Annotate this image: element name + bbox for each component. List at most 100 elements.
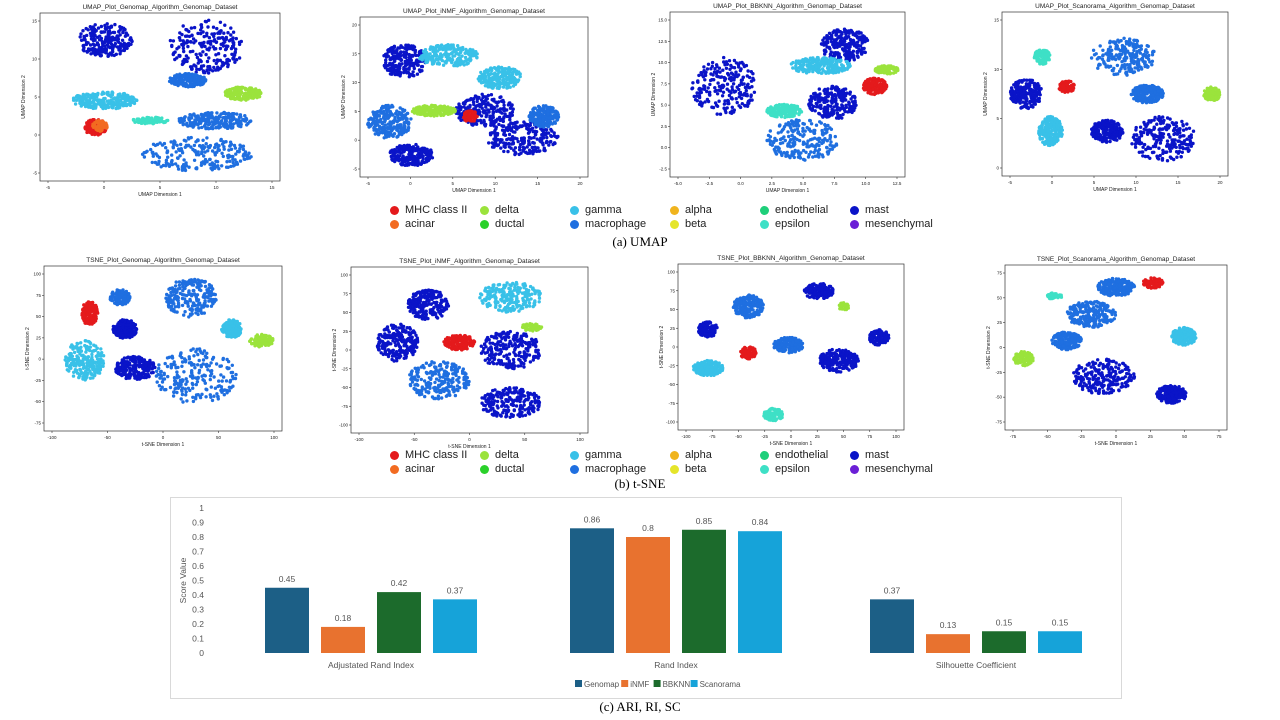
scatter-point-gamma [430,59,434,63]
scatter-point-macrophage [215,118,219,122]
scatter-point-mast [389,49,393,53]
scatter-point-mast [829,34,834,39]
scatter-point-gamma [117,99,121,103]
scatter-point-mast [100,44,105,49]
scatter-point-macrophage [214,143,218,147]
scatter-point-gamma [115,101,119,105]
scatter-point-mast [234,36,238,41]
scatter-point-delta [436,110,440,114]
scatter-point-gamma [826,65,830,69]
scatter-point-gamma [135,98,139,103]
scatter-point-mast [525,145,529,149]
scatter-point-macrophage [189,145,193,149]
scatter-point-macrophage [405,120,409,125]
scatter-point-mast [212,32,217,36]
scatter-point-mast [227,39,232,43]
scatter-point-mast [860,41,864,45]
scatter-point-mast [239,39,243,44]
scatter-point-mast [743,103,747,108]
scatter-point-gamma [845,61,850,65]
scatter-point-MHC-class-II [472,119,476,123]
scatter-point-mast [205,31,209,35]
scatter-point-macrophage [828,143,832,147]
scatter-point-mast [486,93,491,98]
scatter-point-epsilon [136,117,141,121]
scatter-point-mast [829,104,833,109]
scatter-point-delta [444,109,449,113]
scatter-point-macrophage [803,158,807,162]
y-tick-label: 20 [352,23,358,28]
scatter-point-mast [106,40,111,45]
scatter-point-mast [742,64,747,69]
scatter-point-macrophage [197,81,201,86]
scatter-point-mast [426,153,430,157]
scatter-point-mast [714,88,718,93]
scatter-point-macrophage [384,135,389,139]
scatter-point-mast [212,34,216,39]
scatter-point-gamma [85,92,89,96]
scatter-point-mast [722,102,727,106]
scatter-point-gamma [454,51,458,55]
scatter-point-mast [500,111,504,115]
x-tick-label: 15 [535,181,541,186]
scatter-point-mast [517,152,521,157]
scatter-point-gamma [87,104,92,108]
scatter-point-mast [214,40,218,45]
scatter-point-mast [396,154,400,158]
scatter-point-mast [501,124,505,129]
scatter-point-macrophage [185,121,189,126]
scatter-point-mast [499,146,503,150]
scatter-point-mast [410,53,414,58]
scatter-point-gamma [449,59,453,63]
scatter-point-delta [232,89,237,94]
scatter-point-mast [731,82,736,86]
scatter-point-macrophage [166,155,170,159]
scatter-point-gamma [114,106,118,111]
scatter-point-mast [727,101,731,106]
scatter-point-mast [207,36,212,40]
scatter-point-macrophage [219,138,223,143]
scatter-point-gamma [116,95,120,99]
scatter-point-gamma [474,51,478,56]
scatter-point-macrophage [215,150,219,154]
scatter-point-macrophage [375,110,380,114]
scatter-point-mast [195,55,200,60]
scatter-point-mast [495,143,500,148]
scatter-point-mast [118,52,122,56]
scatter-point-macrophage [787,154,791,158]
scatter-point-macrophage [392,132,397,136]
scatter-point-gamma [840,64,845,68]
scatter-point-mast [89,37,94,41]
scatter-point-mast [747,75,752,80]
scatter-point-mast [97,50,102,55]
scatter-point-mast [86,41,90,45]
scatter-point-gamma [421,49,426,54]
scatter-point-mast [402,146,406,150]
scatter-point-macrophage [409,117,413,121]
scatter-point-macrophage [249,119,253,123]
scatter-point-mast [854,103,858,108]
scatter-point-mast [207,64,212,69]
scatter-point-gamma [457,53,461,57]
scatter-point-mast [93,38,97,42]
scatter-point-gamma [79,104,84,108]
scatter-point-macrophage [825,139,829,143]
scatter-point-macrophage [808,138,813,142]
scatter-point-delta [437,105,442,109]
scatter-point-macrophage [541,122,545,126]
scatter-point-mast [516,139,520,144]
scatter-point-macrophage [178,154,182,158]
scatter-point-mast [705,67,710,71]
scatter-point-mast [488,118,492,122]
scatter-point-mast [223,23,227,27]
scatter-point-mast [859,35,864,39]
scatter-point-mast [199,31,203,36]
scatter-point-macrophage [806,155,811,159]
scatter-point-macrophage [184,143,189,147]
scatter-point-mast [170,43,174,48]
scatter-point-mast [518,145,522,149]
scatter-point-mast [462,105,466,109]
scatter-point-mast [533,132,538,137]
scatter-point-mast [699,90,703,95]
scatter-point-mast [389,56,394,60]
